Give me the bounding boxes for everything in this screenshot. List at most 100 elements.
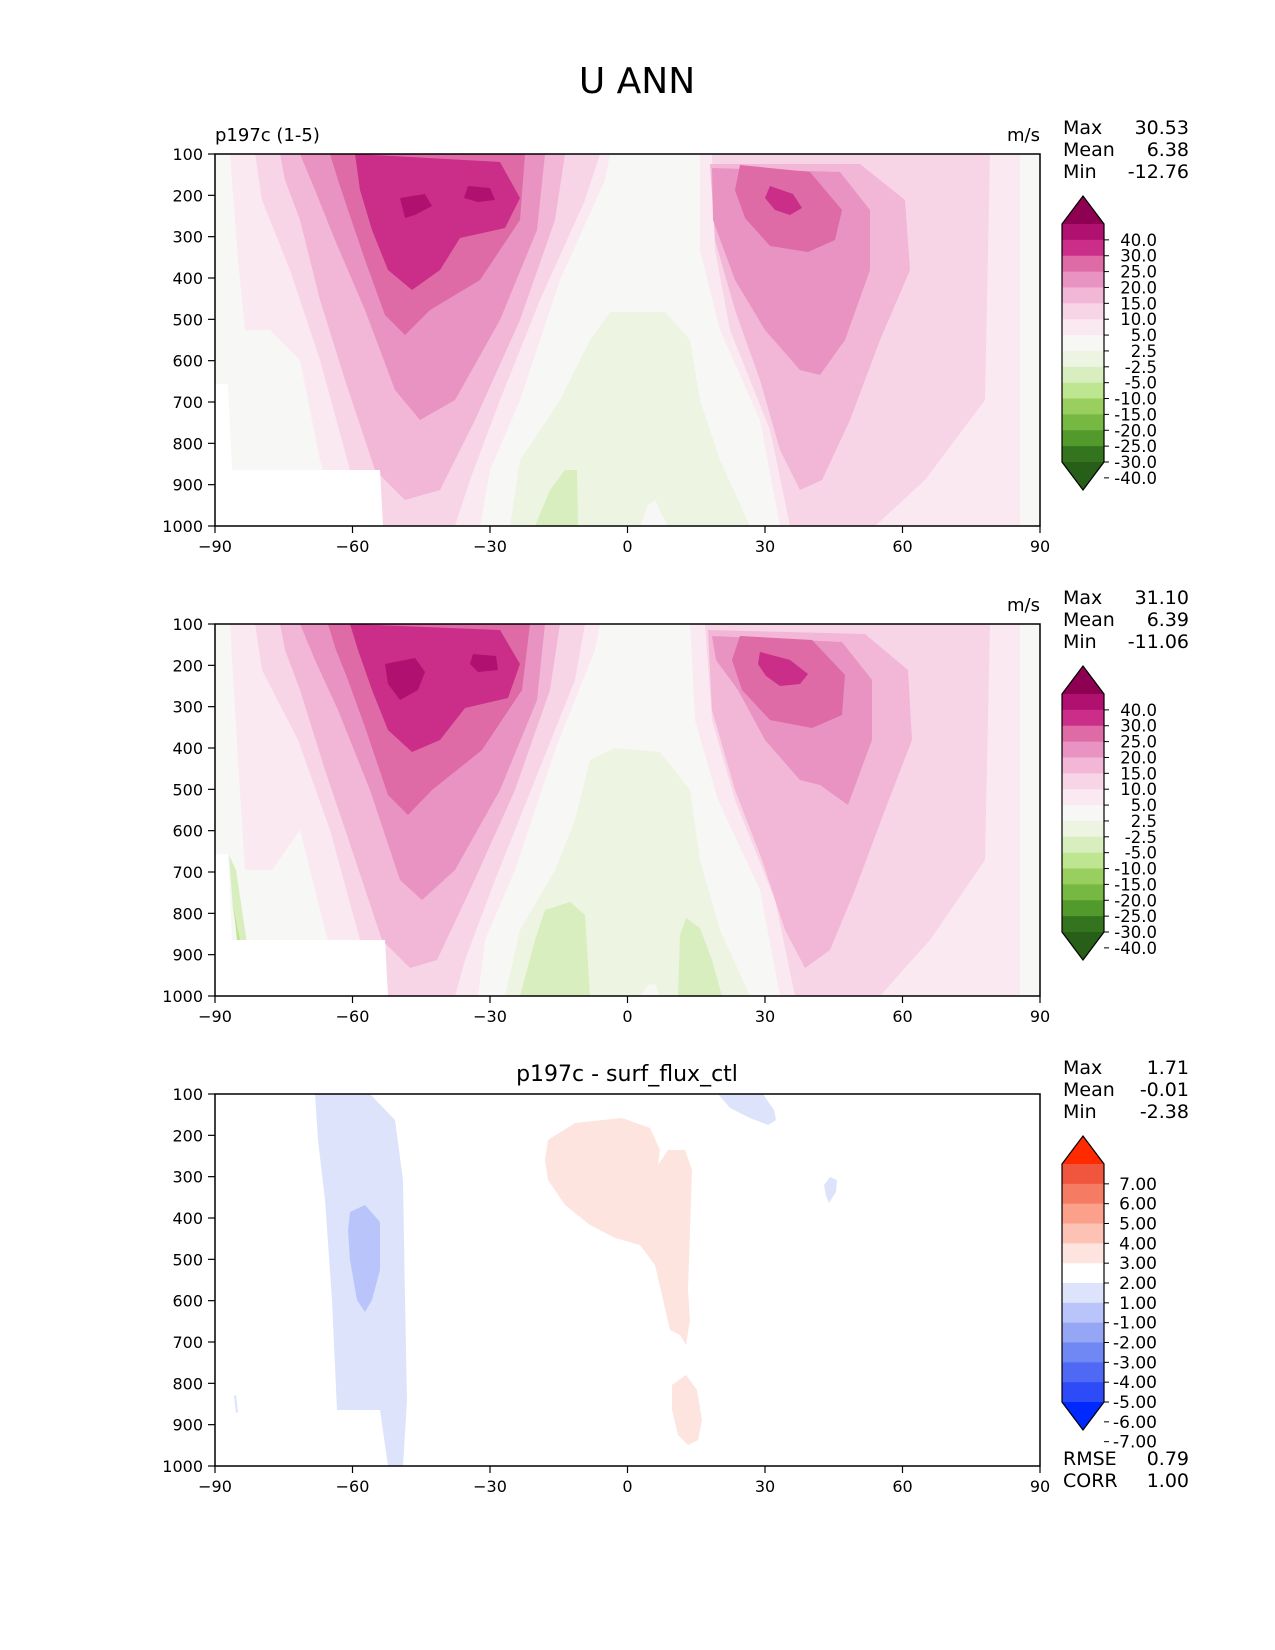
colorbar-tick-label: 25.0 xyxy=(1120,263,1157,282)
stat-label: Max xyxy=(1063,1057,1102,1079)
y-tick-label: 700 xyxy=(172,393,203,412)
colorbar-tick-label: -10.0 xyxy=(1114,860,1157,879)
colorbar-segment xyxy=(1062,366,1104,384)
x-tick-label: 60 xyxy=(892,537,912,556)
colorbar-tick-label: -20.0 xyxy=(1114,891,1157,910)
colorbar-segment xyxy=(1062,1382,1104,1403)
panel-3-contour-field xyxy=(215,1094,1040,1466)
colorbar-segment xyxy=(1062,820,1104,838)
x-tick-label: 0 xyxy=(622,1007,632,1026)
panel-3-axes: −90 −60 −30 0 30 60 90 100 200 300 400 500 600 700 800… xyxy=(162,1085,1050,1496)
colorbar-tick-label: -7.00 xyxy=(1113,1433,1157,1453)
colorbar-tick-label: 5.0 xyxy=(1131,796,1157,815)
x-tick-label: 0 xyxy=(622,537,632,556)
colorbar-tick-label: -30.0 xyxy=(1114,453,1157,472)
colorbar-tick-label: 20.0 xyxy=(1120,278,1157,297)
y-tick-label: 200 xyxy=(172,186,203,205)
stat-value: 30.53 xyxy=(1135,117,1189,139)
y-tick-label: 300 xyxy=(172,228,203,247)
colorbar-tick-label: 25.0 xyxy=(1120,733,1157,752)
colorbar-tick-label: 10.0 xyxy=(1120,780,1157,799)
colorbar-segment xyxy=(1062,916,1104,933)
colorbar-segment xyxy=(1062,255,1104,273)
panel-1-stats: Max 30.53 Mean 6.38 Min -12.76 xyxy=(1063,117,1189,183)
colorbar-segment xyxy=(1062,1263,1104,1284)
colorbar-segment xyxy=(1062,414,1104,431)
colorbar-tick-label: -15.0 xyxy=(1114,875,1157,894)
panel-2-stats: Max 31.10 Mean 6.39 Min -11.06 xyxy=(1063,587,1189,653)
colorbar-tick-label: -15.0 xyxy=(1114,405,1157,424)
colorbar-segment xyxy=(1062,430,1104,447)
colorbar-tick-label: 2.5 xyxy=(1131,812,1157,831)
colorbar-segment xyxy=(1062,725,1104,743)
error-stat-value: 1.00 xyxy=(1147,1470,1189,1492)
panel-1-colorbar: 40.030.025.020.015.010.05.02.5-2.5-5.0-1… xyxy=(1061,195,1157,491)
x-tick-label: 60 xyxy=(892,1477,912,1496)
stat-value: -2.38 xyxy=(1140,1101,1189,1123)
colorbar-segment xyxy=(1062,1243,1104,1264)
colorbar-tick-label: -4.00 xyxy=(1113,1373,1157,1393)
panel-2-units: m/s xyxy=(1007,595,1040,616)
panel-3-negative-speck xyxy=(234,1395,238,1413)
colorbar-extend-max xyxy=(1062,1136,1104,1164)
colorbar-extend-min xyxy=(1062,1402,1104,1430)
colorbar-segment xyxy=(1062,1322,1104,1343)
colorbar-tick-label: -3.00 xyxy=(1113,1353,1157,1373)
panel-3-title: p197c - surf_flux_ctl xyxy=(516,1062,738,1087)
panel-1-title: p197c (1-5) xyxy=(215,125,320,146)
panel-2-contour-field xyxy=(215,624,1040,996)
colorbar-tick-label: -2.5 xyxy=(1125,828,1157,847)
panel-1-sh-jet xyxy=(230,154,610,526)
stat-label: Min xyxy=(1063,1101,1097,1123)
colorbar-segment xyxy=(1062,694,1104,711)
stat-value: 6.39 xyxy=(1147,609,1189,631)
stat-value: 1.71 xyxy=(1147,1057,1189,1079)
colorbar-tick-label: -5.0 xyxy=(1125,374,1157,393)
panel-1-easterlies xyxy=(510,312,750,526)
panel-3-stats: Max 1.71 Mean -0.01 Min -2.38 xyxy=(1063,1057,1189,1123)
colorbar-segment xyxy=(1062,319,1104,336)
colorbar-tick-label: 2.00 xyxy=(1119,1274,1157,1294)
panel-2-nh-jet xyxy=(690,624,1020,996)
colorbar-tick-label: 4.00 xyxy=(1119,1234,1157,1254)
x-tick-label: −90 xyxy=(198,1007,232,1026)
panel-2-axes: −90 −60 −30 0 30 60 90 100 200 300 400 500 600 700 800… xyxy=(162,615,1050,1026)
colorbar-tick-label: -40.0 xyxy=(1114,939,1157,958)
y-tick-label: 1000 xyxy=(162,987,203,1006)
panel-3-error-stats: RMSE 0.79 CORR 1.00 xyxy=(1063,1448,1189,1492)
stat-value: 31.10 xyxy=(1135,587,1189,609)
colorbar-segment xyxy=(1062,852,1104,870)
colorbar-tick-label: -25.0 xyxy=(1114,437,1157,456)
colorbar-segment xyxy=(1062,741,1104,758)
panel-3-positive-region-upper xyxy=(545,1118,692,1345)
stat-value: -12.76 xyxy=(1128,161,1189,183)
colorbar-tick-label: 1.00 xyxy=(1119,1294,1157,1314)
colorbar-tick-label: -1.00 xyxy=(1113,1314,1157,1334)
colorbar-segment xyxy=(1062,709,1104,727)
y-tick-label: 200 xyxy=(172,656,203,675)
colorbar-tick-label: -20.0 xyxy=(1114,421,1157,440)
y-tick-label: 400 xyxy=(172,269,203,288)
y-tick-label: 500 xyxy=(172,310,203,329)
stat-value: 6.38 xyxy=(1147,139,1189,161)
colorbar-segment xyxy=(1062,382,1104,400)
colorbar-segment xyxy=(1062,224,1104,241)
colorbar-tick-label: 15.0 xyxy=(1120,764,1157,783)
x-tick-label: 0 xyxy=(622,1477,632,1496)
y-tick-label: 1000 xyxy=(162,517,203,536)
colorbar-segment xyxy=(1062,335,1104,352)
panel-3-positive-region-lower xyxy=(672,1375,702,1445)
x-tick-label: −30 xyxy=(473,537,507,556)
y-tick-label: 800 xyxy=(172,1374,203,1393)
y-tick-label: 700 xyxy=(172,1333,203,1352)
colorbar-segment xyxy=(1062,1362,1104,1383)
x-tick-label: −90 xyxy=(198,537,232,556)
colorbar-segment xyxy=(1062,398,1104,415)
panel-3-negative-core-sh xyxy=(348,1205,380,1312)
colorbar-segment xyxy=(1062,789,1104,806)
x-tick-label: 90 xyxy=(1030,1007,1050,1026)
y-tick-label: 100 xyxy=(172,1085,203,1104)
y-tick-label: 100 xyxy=(172,615,203,634)
y-tick-label: 100 xyxy=(172,145,203,164)
colorbar-tick-label: 20.0 xyxy=(1120,748,1157,767)
